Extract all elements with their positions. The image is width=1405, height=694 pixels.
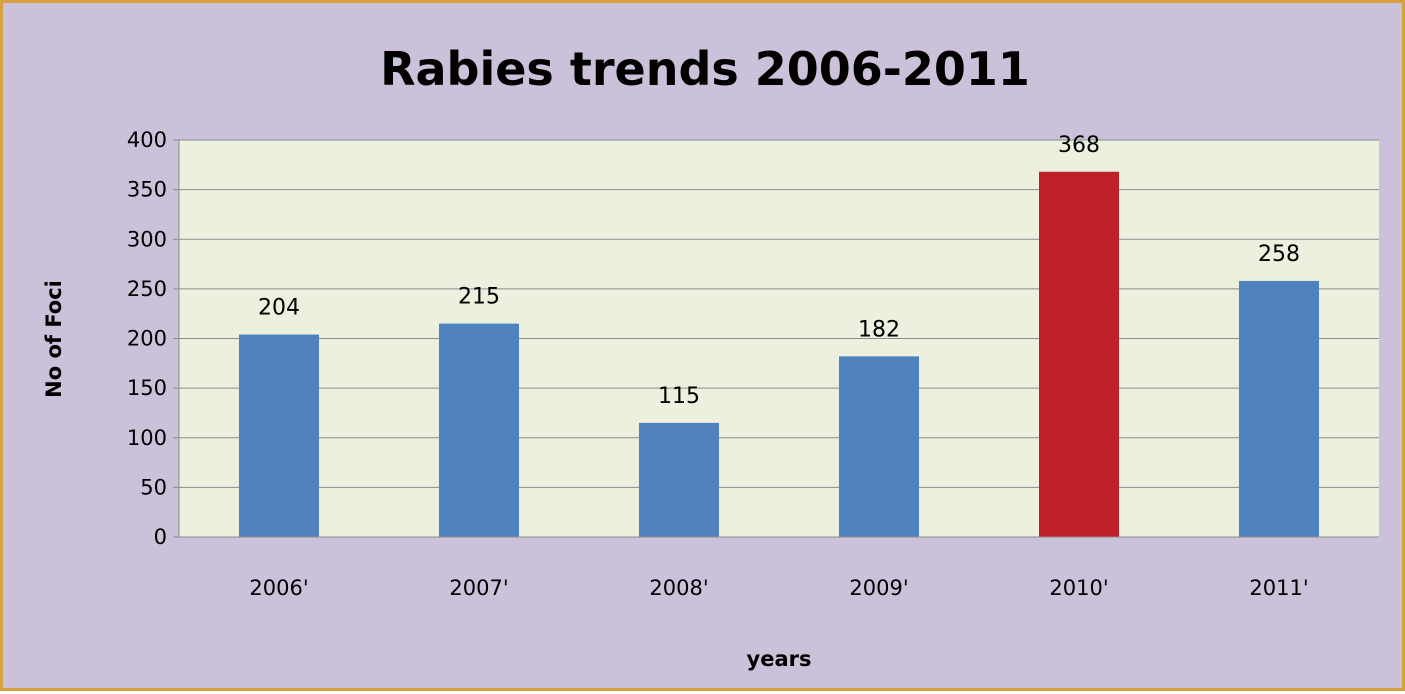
x-tick-label: 2006' [249, 576, 308, 600]
bar [1039, 171, 1119, 537]
y-axis-title: No of Foci [42, 280, 66, 398]
y-tick-label: 100 [127, 426, 167, 450]
y-axis-ticks: 0 50 100 150 200 250 300 350 400 [127, 128, 167, 549]
bar [639, 422, 719, 537]
bars [239, 171, 1319, 537]
y-tick-label: 200 [127, 327, 167, 351]
y-tick-label: 0 [154, 525, 167, 549]
bar-chart: Rabies trends 2006-2011 0 50 100 150 200 250 3… [42, 42, 1379, 671]
bar [839, 356, 919, 537]
y-tick-label: 400 [127, 128, 167, 152]
data-label: 204 [258, 296, 300, 321]
data-label: 115 [658, 384, 700, 409]
data-labels: 204 215 115 182 368 258 [258, 133, 1300, 409]
data-label: 258 [1258, 242, 1300, 267]
x-tick-label: 2009' [849, 576, 908, 600]
x-tick-label: 2010' [1049, 576, 1108, 600]
bar [239, 334, 319, 537]
chart-title: Rabies trends 2006-2011 [380, 42, 1030, 96]
y-tick-label: 300 [127, 227, 167, 251]
y-tick-label: 50 [140, 475, 167, 499]
data-label: 182 [858, 317, 900, 342]
x-tick-label: 2007' [449, 576, 508, 600]
x-axis-ticks: 2006' 2007' 2008' 2009' 2010' 2011' [249, 576, 1308, 600]
data-label: 215 [458, 285, 500, 310]
bar [439, 323, 519, 537]
data-label: 368 [1058, 133, 1100, 158]
x-axis-title: years [747, 647, 812, 671]
y-tick-label: 150 [127, 376, 167, 400]
x-tick-label: 2008' [649, 576, 708, 600]
y-tick-label: 250 [127, 277, 167, 301]
bar [1239, 280, 1319, 537]
y-tick-label: 350 [127, 178, 167, 202]
x-tick-label: 2011' [1249, 576, 1308, 600]
gridlines [173, 139, 1379, 538]
